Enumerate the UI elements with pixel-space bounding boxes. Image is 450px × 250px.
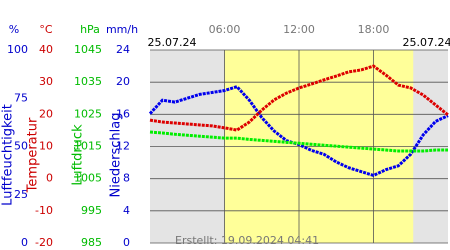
x-tick-label: 12:00 [283,23,315,36]
axis-title: Luftdruck [71,124,86,186]
y-tick-label: 50 [14,140,28,153]
date-right: 25.07.24 [403,36,450,49]
y-tick-label: 995 [81,204,102,217]
axis-title: Niederschlag [109,113,124,198]
y-tick-label: 1005 [74,172,102,185]
y-tick-label: 24 [116,43,130,56]
axis-unit: °C [39,23,53,36]
y-tick-label: 1035 [74,75,102,88]
y-tick-label: 4 [123,204,130,217]
y-tick-label: 8 [123,172,130,185]
y-tick-label: 0 [21,236,28,249]
y-tick-label: 1025 [74,107,102,120]
created-note: Erstellt: 19.09.2024 04:41 [175,234,319,247]
axis-title: Temperatur [26,117,41,193]
y-tick-label: 25 [14,188,28,201]
y-tick-label: 20 [39,107,53,120]
x-tick-label: 18:00 [358,23,390,36]
y-tick-label: -10 [35,204,53,217]
y-tick-label: 1045 [74,43,102,56]
y-tick-label: 0 [123,236,130,249]
x-tick-label: 06:00 [209,23,241,36]
y-tick-label: 100 [7,43,28,56]
series-line [149,130,448,153]
y-tick-label: 16 [116,107,130,120]
axis-unit: % [9,23,19,36]
y-tick-label: 985 [81,236,102,249]
axis-unit: hPa [80,23,100,36]
y-tick-label: 40 [39,43,53,56]
y-tick-label: 30 [39,75,53,88]
y-tick-label: 12 [116,140,130,153]
series-line [149,64,449,132]
date-left: 25.07.24 [148,36,197,49]
axis-title: Luftfeuchtigkeit [1,104,16,206]
y-tick-label: 20 [116,75,130,88]
axis-unit: mm/h [106,23,138,36]
y-tick-label: 75 [14,91,28,104]
y-tick-label: 10 [39,140,53,153]
y-tick-label: 0 [46,172,53,185]
y-tick-label: 1015 [74,140,102,153]
y-tick-label: -20 [35,236,53,249]
